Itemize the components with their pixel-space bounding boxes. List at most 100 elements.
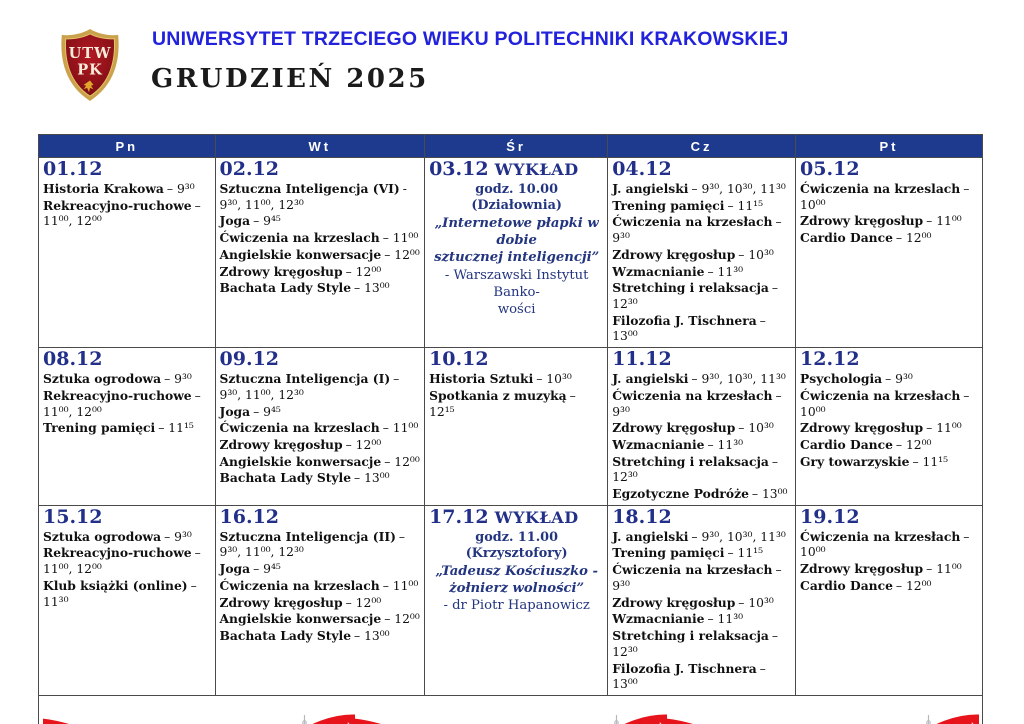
activity: Ćwiczenia na krzesłach – 9³⁰ [612, 562, 792, 594]
activity: Cardio Dance – 12⁰⁰ [800, 437, 979, 454]
lecture-badge: WYKŁAD [488, 507, 579, 527]
activity-name: Ćwiczenia na krzesłach [612, 562, 773, 578]
activity-name: Ćwiczenia na krzeslach [800, 180, 961, 196]
logo-text-pk: PK [77, 62, 103, 79]
activity-time: – 12³⁰ [612, 281, 779, 311]
activity-time: – 11³⁰ [707, 612, 744, 627]
activity-name: Sztuczna Inteligencja (VI) [219, 180, 400, 196]
day-cell-10.12: 10.12 Historia Sztuki – 10³⁰ Spotkania z mu… [424, 347, 609, 506]
activity: Zdrowy kręgosłup – 10³⁰ [612, 420, 792, 437]
activity: Cardio Dance – 12⁰⁰ [800, 578, 979, 595]
activity-time: – 10⁰⁰ [800, 388, 970, 419]
activity-name: Bachata Lady Style [219, 470, 352, 486]
lecture-block: godz. 11.00 (Krzysztofory) „Tadeusz Kości… [429, 530, 604, 615]
lecture-line: „Tadeusz Kościuszko - [435, 564, 598, 579]
activity: Zdrowy kręgosłup – 10³⁰ [612, 595, 792, 612]
activity-name: Spotkania z muzyką [429, 387, 567, 403]
lecture-line: - dr Piotr Hapanowicz [443, 598, 590, 614]
day-cell-03.12: 03.12 WYKŁAD godz. 10.00 (Działownia) „Int… [424, 156, 609, 349]
date-label: 09.12 [219, 348, 280, 371]
activity: Egzotyczne Podróże – 13⁰⁰ [612, 486, 792, 503]
activity: Wzmacnianie – 11³⁰ [612, 437, 792, 454]
activity-time: – 11¹⁵ [158, 421, 194, 436]
lecture-block: godz. 10.00 (Działownia) „Internetowe pła… [429, 182, 604, 318]
day-header-pt: Pt [795, 134, 983, 158]
activity-time: – 12³⁰ [612, 454, 779, 485]
activity: Ćwiczenia na krzesłach – 10⁰⁰ [800, 388, 979, 420]
day-header-cz: Cz [607, 134, 797, 158]
christmas-garland [43, 714, 355, 724]
activity: Rekreacyjno-ruchowe – 11⁰⁰, 12⁰⁰ [43, 198, 212, 230]
activity: Angielskie konwersacje – 12⁰⁰ [220, 611, 422, 628]
activity-name: Joga [219, 213, 251, 229]
day-header-śr: Śr [424, 134, 609, 158]
day-cell-12.12: 12.12 Psychologia – 9³⁰ Ćwiczenia na krzesł… [795, 347, 983, 506]
activity-name: Wzmacnianie [612, 436, 705, 452]
activity: Stretching i relaksacja – 12³⁰ [612, 628, 792, 660]
activity-name: Historia Krakowa [43, 180, 164, 196]
activity-name: Zdrowy kręgosłup [612, 420, 736, 436]
activity-time: – 12⁰⁰ [895, 437, 932, 452]
activity: Zdrowy kręgosłup – 11⁰⁰ [800, 213, 979, 230]
activity-time: – 9³⁰ [164, 372, 192, 387]
date-label: 02.12 [219, 158, 280, 180]
day-cell-09.12: 09.12 Sztuczna Inteligencja (I) – 9³⁰, 11⁰… [214, 347, 426, 506]
date-label: 10.12 [429, 348, 489, 371]
activity-name: Zdrowy kręgosłup [800, 420, 924, 436]
activity-name: Bachata Lady Style [219, 628, 352, 644]
activity: Spotkania z muzyką – 12¹⁵ [429, 388, 604, 420]
date-label: 04.12 [612, 158, 672, 180]
activity-time: – 10⁰⁰ [800, 181, 970, 212]
activity: J. angielski – 9³⁰, 10³⁰, 11³⁰ [612, 529, 792, 546]
activity-name: Filozofia J. Tischnera [612, 312, 757, 328]
activity-time: – 11⁰⁰ [926, 214, 962, 229]
day-cell-17.12: 17.12 WYKŁAD godz. 11.00 (Krzysztofory) „T… [424, 504, 609, 697]
day-cell-05.12: 05.12 Ćwiczenia na krzeslach – 10⁰⁰ Zdrowy … [795, 156, 983, 349]
activity-name: Trening pamięci [612, 545, 725, 561]
activity: Zdrowy kręgosłup – 12⁰⁰ [220, 437, 422, 454]
date-row: 17.12 WYKŁAD [429, 506, 604, 529]
activity-time: – 11³⁰ [43, 578, 197, 609]
activity: Trening pamięci – 11¹⁵ [612, 545, 792, 562]
activity-time: – 9⁴⁵ [253, 562, 281, 577]
activity-name: J. angielski [612, 180, 689, 196]
activity-time: – 10⁰⁰ [800, 529, 970, 560]
activity-name: Historia Sztuki [429, 371, 534, 387]
day-cell-02.12: 02.12 Sztuczna Inteligencja (VI) - 9³⁰, 11… [214, 156, 426, 349]
activity: Cardio Dance – 12⁰⁰ [800, 230, 979, 247]
activity: Ćwiczenia na krzesłach – 10⁰⁰ [800, 529, 979, 561]
activity-time: – 9³⁰ [885, 372, 913, 387]
activity-name: Ćwiczenia na krzeslach [219, 577, 380, 593]
date-label: 11.12 [612, 348, 672, 371]
utw-pk-logo: UTW PK [61, 29, 119, 101]
activity-time: – 13⁰⁰ [354, 471, 390, 486]
activity-time: – 12⁰⁰ [895, 231, 932, 246]
activity-name: Cardio Dance [800, 577, 893, 593]
activity-time: – 13⁰⁰ [612, 313, 766, 344]
activity: Bachata Lady Style – 13⁰⁰ [220, 628, 422, 645]
lecture-line: „Internetowe płapki w dobie [434, 216, 599, 249]
activity-time: – 9³⁰ [612, 215, 782, 246]
activity-time: – 11³⁰ [707, 437, 744, 452]
activity-name: Rekreacyjno-ruchowe [43, 387, 192, 403]
activity-name: Angielskie konwersacje [219, 611, 382, 627]
activity-time: – 13⁰⁰ [354, 281, 390, 296]
activity-time: – 11⁰⁰ [926, 562, 962, 577]
activity-time: – 12⁰⁰ [345, 437, 382, 452]
day-header-row: Pn Wt Śr Cz Pt [38, 134, 983, 158]
activity: Historia Krakowa – 9³⁰ [43, 181, 212, 198]
lecture-line: sztucznej inteligencji” [434, 250, 600, 266]
activity-time: – 12⁰⁰ [345, 264, 382, 279]
activity: Zdrowy kręgosłup – 12⁰⁰ [220, 264, 422, 281]
activity-name: Zdrowy kręgosłup [219, 263, 343, 279]
activity-time: – 11¹⁵ [727, 546, 764, 561]
activity: Ćwiczenia na krzeslach – 10⁰⁰ [800, 181, 979, 213]
activity-time: – 9⁴⁵ [253, 404, 281, 419]
activity: Ćwiczenia na krzeslach – 11⁰⁰ [220, 578, 422, 595]
logo-text-utw: UTW [69, 45, 112, 62]
activity-time: - 9³⁰, 11⁰⁰, 12³⁰ [219, 181, 407, 212]
activity-name: Gry towarzyskie [800, 453, 910, 469]
activity-name: J. angielski [612, 371, 689, 387]
activity-time: – 12¹⁵ [429, 388, 576, 419]
